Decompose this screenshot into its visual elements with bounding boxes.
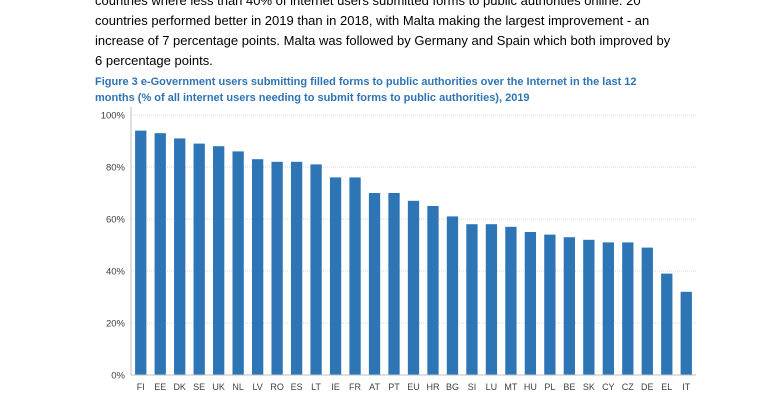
x-tick-label: IE [331,382,340,392]
x-tick-label: ES [291,382,303,392]
bar-el [661,273,673,375]
x-tick-label: CY [602,382,615,392]
caption-line-2: months (% of all internet users needing … [95,92,530,104]
bar-lu [485,224,498,375]
paragraph-line-4: 6 percentage points. [95,53,213,68]
body-paragraph: countries where less than 40% of interne… [95,0,705,71]
x-tick-label: SI [468,382,477,392]
bar-cz [622,242,634,375]
x-tick-label: NL [232,382,244,392]
figure-caption: Figure 3 e-Government users submitting f… [95,74,705,106]
bar-eu [407,200,420,375]
bar-es [290,161,303,375]
caption-line-1: Figure 3 e-Government users submitting f… [95,76,637,88]
bar-pl [544,234,556,375]
x-tick-label: PL [544,382,555,392]
bar-fr [349,177,361,375]
y-tick-label: 100% [101,111,126,122]
axis-labels: 0% 20% 40% 60% 80% 100% FI EE DK SE UK NL LV RO ES LT IE… [101,111,691,393]
bar-bg [446,216,459,375]
y-tick-label: 20% [106,319,126,330]
bar-mt [505,226,517,375]
x-tick-label: HU [524,382,537,392]
x-tick-label: HR [426,382,439,392]
x-tick-label: BE [563,382,575,392]
paragraph-line-2: countries performed better in 2019 than … [95,13,650,28]
bar-fi [135,130,147,375]
x-tick-label: LU [486,382,498,392]
bar-ro [271,161,283,375]
y-tick-label: 40% [106,267,126,278]
y-tick-label: 80% [106,163,126,174]
x-tick-label: UK [212,382,225,392]
x-tick-label: PT [388,382,400,392]
bar-at [368,193,381,375]
x-tick-label: LV [252,382,262,392]
bar-ee [154,133,166,375]
bar-cy [602,242,614,375]
x-tick-label: FI [137,382,145,392]
x-tick-label: DK [173,382,186,392]
x-tick-label: EE [154,382,166,392]
x-tick-label: RO [270,382,284,392]
x-tick-label: SK [583,382,595,392]
bar-sk [583,239,595,375]
bar-uk [213,146,225,375]
bar-nl [232,151,244,375]
x-tick-label: DE [641,382,654,392]
x-tick-label: SE [193,382,205,392]
bar-se [193,143,205,375]
y-tick-label: 60% [106,215,126,226]
y-tick-label: 0% [111,371,125,382]
paragraph-line-3: increase of 7 percentage points. Malta w… [95,33,671,48]
x-tick-label: AT [369,382,380,392]
x-tick-label: FR [349,382,361,392]
bar-de [641,247,653,375]
bar-lt [310,164,322,375]
bar-pt [388,193,400,375]
bar-ie [329,177,342,375]
bar-si [466,224,478,375]
bar-it [680,291,692,375]
x-tick-label: MT [504,382,517,392]
bar-hu [524,232,537,375]
bars [135,130,692,375]
bar-be [563,237,576,375]
bar-lv [251,159,264,375]
x-tick-label: EU [407,382,420,392]
x-tick-label: LT [311,382,321,392]
x-tick-label: IT [682,382,691,392]
bar-dk [174,138,186,375]
bar-hr [427,206,439,375]
x-tick-label: BG [446,382,459,392]
x-tick-label: EL [661,382,672,392]
x-tick-label: CZ [622,382,634,392]
axes [130,107,696,376]
paragraph-line-1: countries where less than 40% of interne… [95,0,641,8]
